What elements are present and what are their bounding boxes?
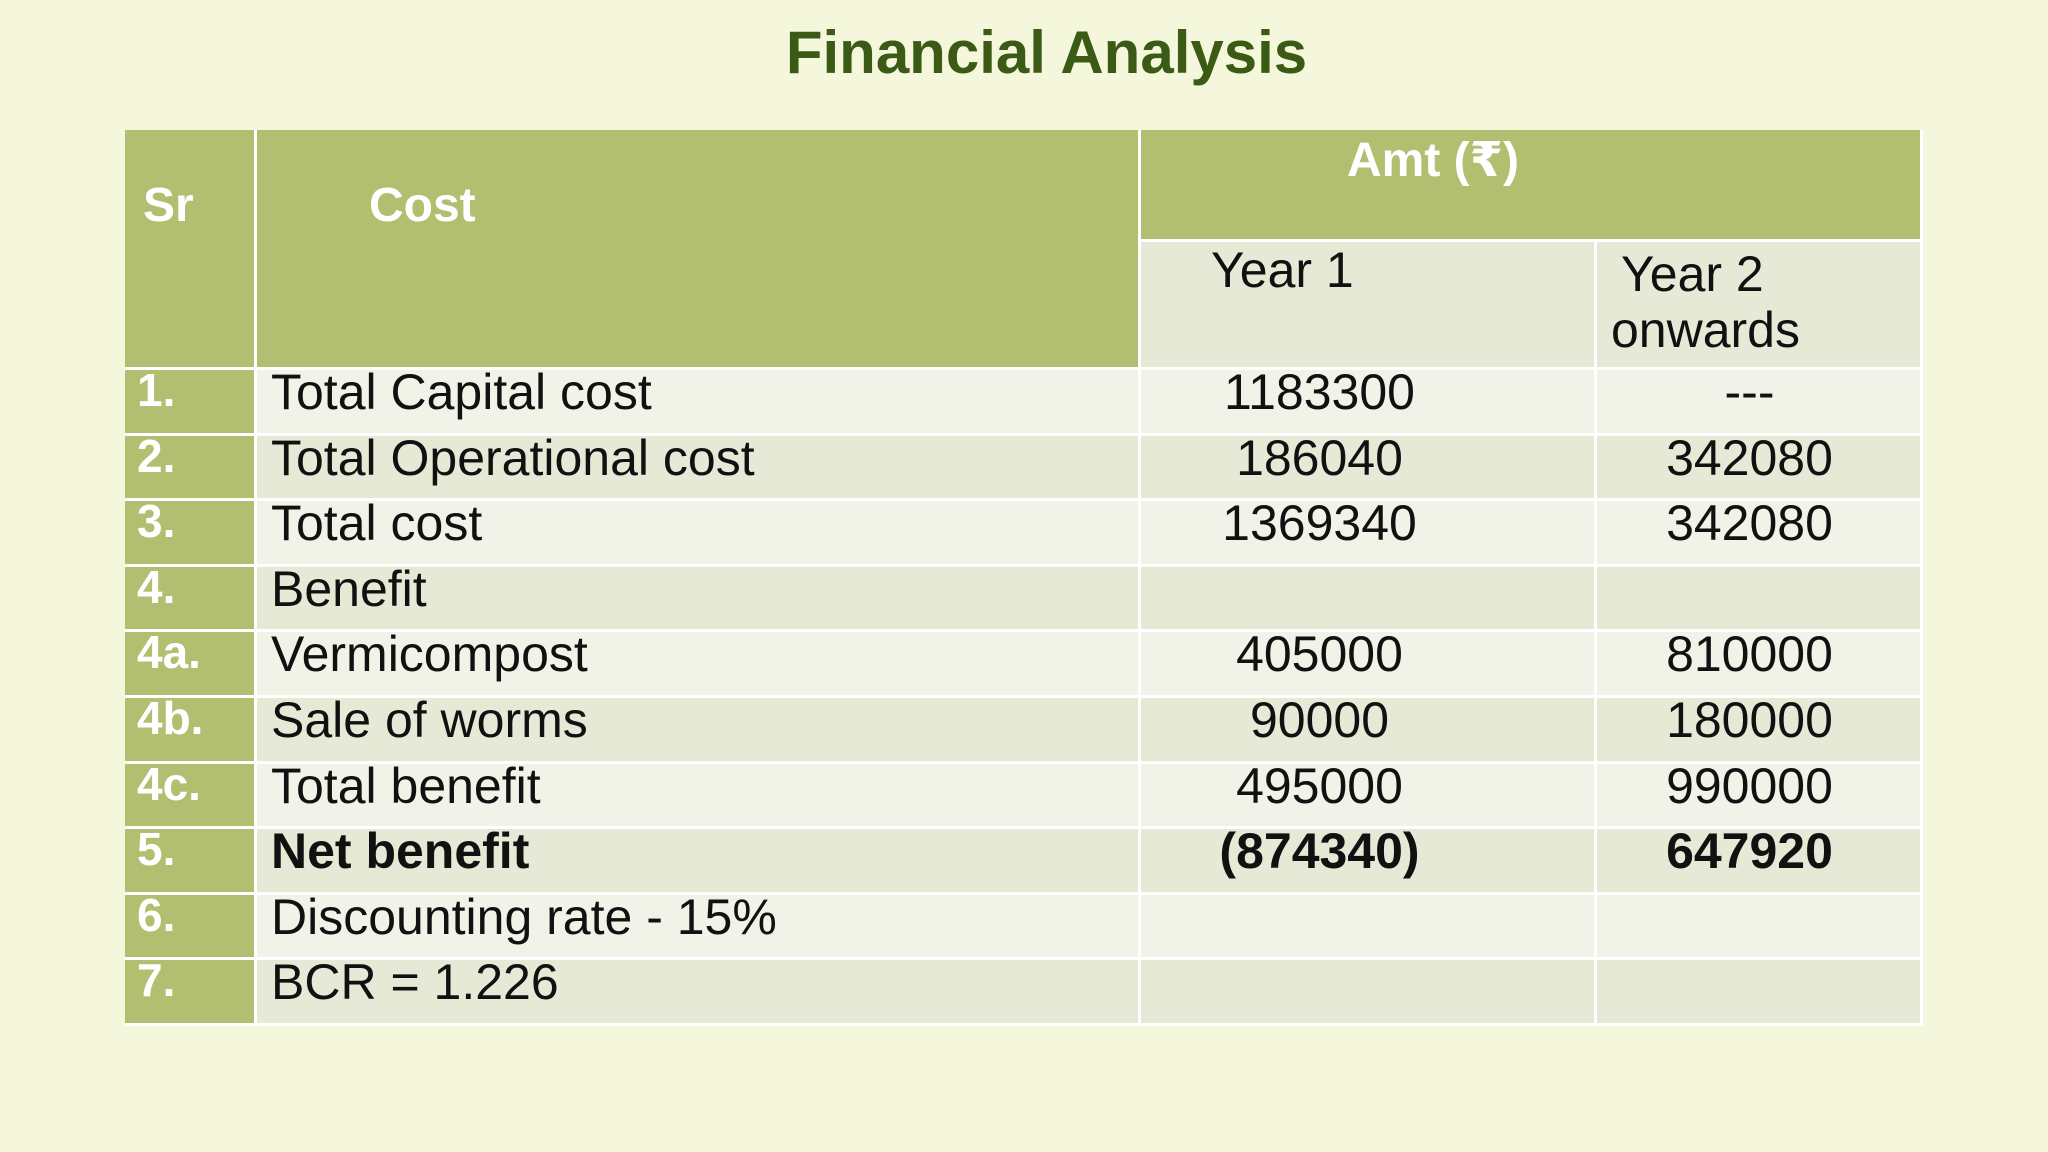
row-year2: 342080 [1597,433,1923,502]
row-label-text: Sale of worms [271,692,588,748]
row-year1: (874340) [1141,826,1597,895]
row-year2: 647920 [1597,826,1923,895]
row-year2-text: 342080 [1666,495,1833,552]
page-title: Financial Analysis [785,19,1308,86]
header-year2-line2: onwards [1611,302,1800,358]
header-amount-label: Amt (₹) [1347,134,1520,187]
header-year1-label: Year 1 [1211,242,1354,298]
row-year1: 1183300 [1141,367,1597,436]
header-year2: Year 2 onwards [1597,242,1923,370]
financial-table: Sr Cost Amt (₹) Year 1 Year 2 onwards 1.… [125,130,1923,1026]
row-label-text: Total Capital cost [271,364,652,420]
row-label: BCR = 1.226 [257,957,1141,1026]
header-amount: Amt (₹) [1141,130,1923,242]
row-year2-text: 342080 [1666,429,1833,486]
row-label: Net benefit [257,826,1141,895]
row-sr-text: 3. [137,495,176,548]
row-sr-text: 7. [137,954,176,1007]
row-sr: 4. [125,564,257,633]
row-sr-text: 6. [137,888,176,941]
row-label-text: BCR = 1.226 [271,954,559,1011]
row-label-text: Net benefit [271,823,530,880]
row-label-text: Benefit [271,560,427,617]
row-year1: 1369340 [1141,498,1597,567]
row-sr-text: 4. [137,560,176,613]
row-year1: 186040 [1141,433,1597,502]
row-year1: 495000 [1141,761,1597,830]
row-year1-text: 405000 [1236,626,1403,683]
row-year2-text: 810000 [1666,626,1833,683]
row-sr: 6. [125,892,257,961]
row-sr-text: 4b. [137,692,204,744]
row-sr: 4c. [125,761,257,830]
row-year2 [1597,894,1923,961]
row-sr: 5. [125,826,257,895]
row-year1-text: 495000 [1236,757,1403,814]
row-label: Total Operational cost [257,433,1141,502]
row-label: Total Capital cost [257,367,1141,436]
row-year1 [1141,894,1597,961]
row-year1 [1141,960,1597,1026]
row-sr: 1. [125,367,257,436]
row-year2: 342080 [1597,498,1923,567]
row-sr-text: 4c. [137,757,201,810]
row-year2-text: 180000 [1666,692,1833,748]
row-label: Discounting rate - 15% [257,892,1141,961]
row-year1: 405000 [1141,629,1597,698]
row-year1-text: (874340) [1219,823,1420,880]
row-sr-text: 1. [137,364,176,416]
row-year2: 180000 [1597,695,1923,764]
header-sr: Sr [125,130,257,370]
header-sr-label: Sr [143,179,194,232]
row-sr: 7. [125,957,257,1026]
row-label: Total cost [257,498,1141,567]
row-year2-text: 990000 [1666,757,1833,814]
row-sr: 4b. [125,695,257,764]
row-label-text: Total cost [271,495,483,552]
row-label: Vermicompost [257,629,1141,698]
row-sr: 3. [125,498,257,567]
row-sr: 2. [125,433,257,502]
row-year2-text: --- [1724,364,1775,420]
row-sr-text: 4a. [137,626,201,679]
header-cost-label: Cost [369,179,476,232]
row-year2 [1597,960,1923,1026]
row-year1 [1141,566,1597,633]
row-sr-text: 5. [137,823,176,876]
row-label-text: Discounting rate - 15% [271,888,777,945]
row-year1-text: 1183300 [1224,364,1415,420]
row-label-text: Total benefit [271,757,541,814]
row-label: Total benefit [257,761,1141,830]
row-year1-text: 1369340 [1222,495,1417,552]
row-year2-text: 647920 [1666,823,1833,880]
row-year2: --- [1597,367,1923,436]
header-year2-line1: Year 2 [1621,246,1764,302]
header-cost: Cost [257,130,1141,370]
row-year2 [1597,566,1923,633]
row-year1-text: 90000 [1249,692,1390,748]
row-label-text: Total Operational cost [271,429,755,486]
row-sr-text: 2. [137,429,176,482]
row-year1-text: 186040 [1236,429,1403,486]
row-year2: 810000 [1597,629,1923,698]
row-year1: 90000 [1141,695,1597,764]
row-label: Sale of worms [257,695,1141,764]
header-year1: Year 1 [1141,242,1597,370]
row-label-text: Vermicompost [271,626,588,683]
row-year2: 990000 [1597,761,1923,830]
row-label: Benefit [257,564,1141,633]
row-sr: 4a. [125,629,257,698]
